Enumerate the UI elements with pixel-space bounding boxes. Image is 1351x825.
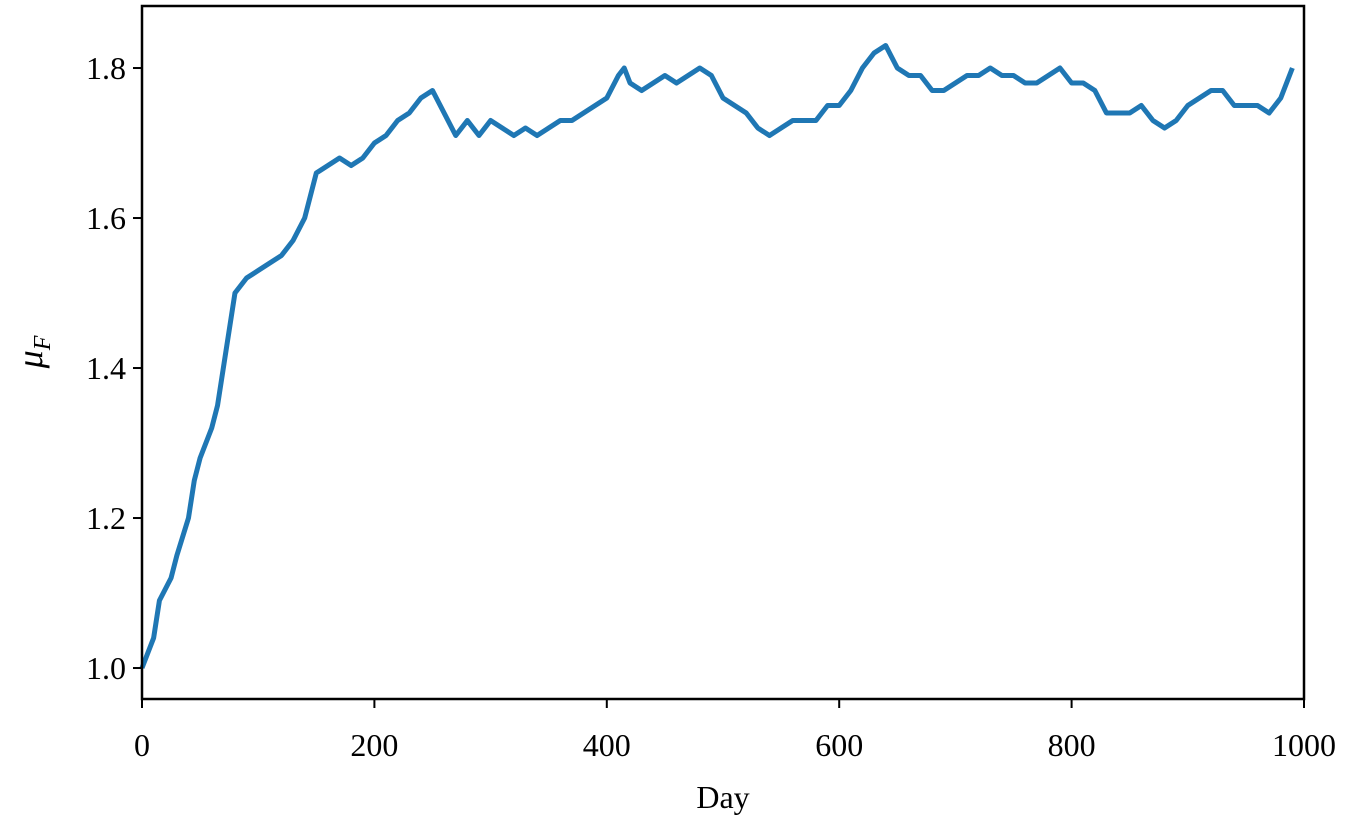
y-tick-label: 1.2 [86, 500, 126, 536]
x-axis-label: Day [696, 779, 749, 815]
y-label-symbol: μ [10, 350, 50, 369]
y-tick-label: 1.0 [86, 650, 126, 686]
x-tick-label: 800 [1048, 727, 1096, 763]
data-line [139, 43, 1295, 669]
y-tick-label: 1.6 [86, 200, 126, 236]
x-tick-label: 200 [350, 727, 398, 763]
x-tick-label: 1000 [1272, 727, 1336, 763]
x-tick-label: 400 [583, 727, 631, 763]
y-label-subscript: F [30, 335, 56, 351]
x-tick-label: 0 [134, 727, 150, 763]
x-tick-label: 600 [815, 727, 863, 763]
y-axis-label: μF [10, 335, 56, 369]
plot-frame [140, 4, 1306, 701]
y-tick-label: 1.8 [86, 50, 126, 86]
y-tick-label: 1.4 [86, 350, 126, 386]
